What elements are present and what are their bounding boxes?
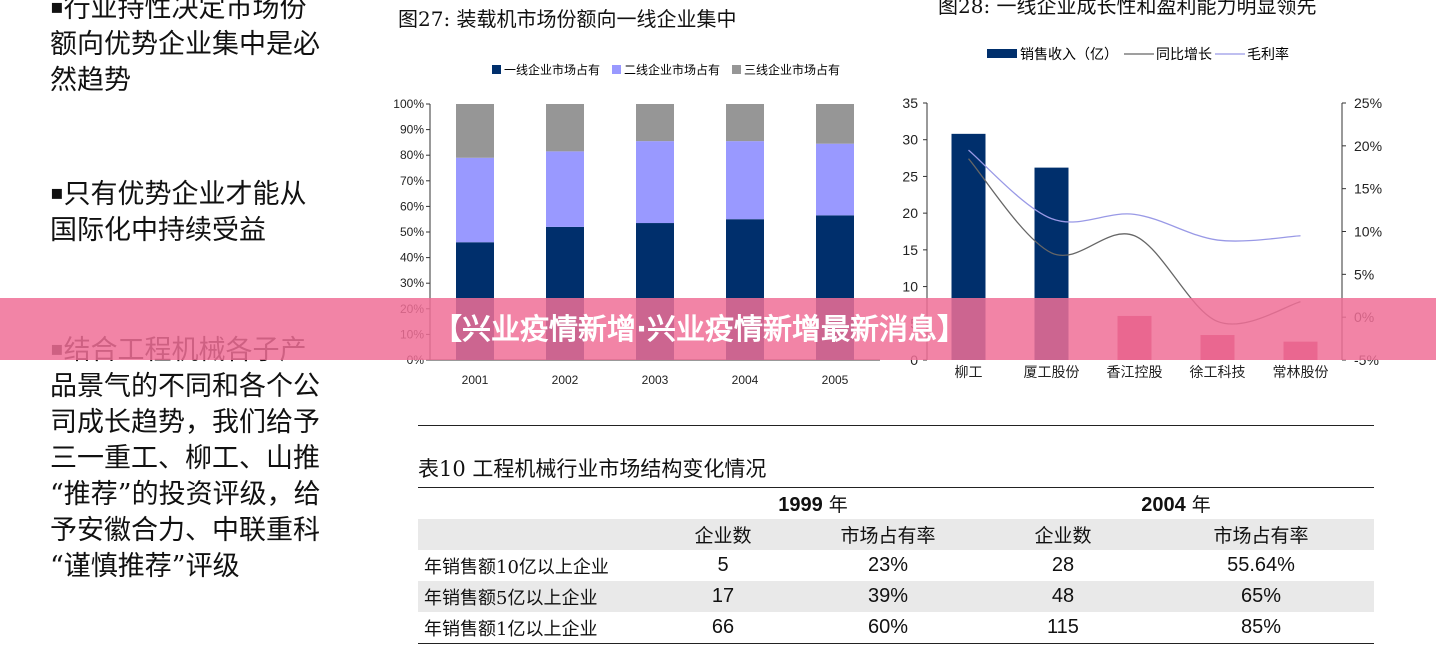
y-left-tick-label: 15 — [902, 242, 918, 258]
chart28-x-axis: 柳工 厦工股份 香江控股 徐工科技 常林股份 — [955, 364, 1329, 381]
col-header: 企业数 — [694, 525, 752, 547]
x-tick-label: 常林股份 — [1273, 365, 1329, 381]
year-1999-header: 1999 年 — [778, 494, 848, 516]
y-right-tick-label: 25% — [1354, 95, 1382, 111]
legend-label-margin: 毛利率 — [1247, 46, 1289, 63]
bullet-3: ▪结合工程机械各子产 品景气的不同和各个公 司成长趋势，我们给予 三一重工、柳工… — [50, 335, 321, 582]
table-top-rule — [418, 425, 1374, 426]
col-header: 市场占有率 — [1213, 525, 1309, 547]
table-column-header-row: 企业数 市场占有率 企业数 市场占有率 — [418, 519, 1374, 550]
bar-segment — [816, 104, 854, 144]
x-tick-label: 2004 — [732, 373, 759, 387]
table-cell: 23% — [867, 554, 909, 576]
y-left-tick-label: 30 — [902, 132, 918, 148]
figure27-title: 图27: 装载机市场份额向一线企业集中 — [398, 7, 737, 31]
y-left-tick-label: 25 — [902, 168, 918, 184]
y-left-tick-label: 0 — [910, 352, 918, 368]
y-tick-label: 70% — [400, 174, 424, 188]
legend-label-tier1: 一线企业市场占有 — [504, 62, 600, 77]
table-cell: 60% — [867, 616, 909, 638]
y-tick-label: 50% — [400, 225, 424, 239]
bar-segment — [546, 151, 584, 227]
legend-swatch-tier3 — [732, 65, 741, 74]
market-structure-table: 1999 年 2004 年 企业数 市场占有率 企业数 市场占有率 年销售额10… — [418, 487, 1374, 644]
market-share-stacked-bar-chart: 一线企业市场占有 二线企业市场占有 三线企业市场占有 0%10%20%30%40… — [393, 62, 880, 387]
y-tick-label: 60% — [400, 199, 424, 213]
news-banner[interactable]: 【兴业疫情新增·兴业疫情新增最新消息】 — [0, 298, 1436, 360]
y-tick-label: 40% — [400, 251, 424, 265]
bar-segment — [816, 143, 854, 216]
y-tick-label: 100% — [393, 97, 424, 111]
table-cell: 55.64% — [1227, 554, 1295, 576]
chart27-x-axis: 2001 2002 2003 2004 2005 — [462, 373, 849, 387]
bar-segment — [456, 157, 494, 243]
table-cell: 85% — [1240, 616, 1282, 638]
table-year-row: 1999 年 2004 年 — [418, 487, 1374, 520]
table-cell: 66 — [711, 616, 735, 638]
col-header: 企业数 — [1034, 525, 1092, 547]
y-right-tick-label: 10% — [1354, 224, 1382, 240]
y-right-tick-label: 5% — [1354, 266, 1374, 282]
table-cell: 115 — [1047, 616, 1079, 638]
y-left-tick-label: 10 — [902, 279, 918, 295]
y-right-tick-label: 15% — [1354, 181, 1382, 197]
row-label: 年销售额5亿以上企业 — [424, 587, 598, 609]
bar-segment — [726, 104, 764, 142]
bullet-1: ▪行业持性决定市场份 额向优势企业集中是必 然趋势 — [50, 0, 320, 96]
x-tick-label: 柳工 — [955, 364, 983, 381]
x-tick-label: 徐工科技 — [1190, 365, 1246, 381]
legend-label-tier2: 二线企业市场占有 — [624, 62, 720, 77]
legend-label-tier3: 三线企业市场占有 — [744, 62, 840, 77]
y-tick-label: 80% — [400, 148, 424, 162]
y-right-tick-label: 20% — [1354, 138, 1382, 154]
figure28-title: 图28: 一线企业成长性和盈利能力明显领先 — [938, 0, 1317, 18]
bar-segment — [636, 104, 674, 142]
year-2004-header: 2004 年 — [1141, 494, 1211, 516]
table-cell: 48 — [1051, 585, 1075, 607]
chart27-legend: 一线企业市场占有 二线企业市场占有 三线企业市场占有 — [492, 62, 840, 77]
table-row: 年销售额10亿以上企业 5 23% 28 55.64% — [418, 550, 1374, 581]
bar-segment — [456, 104, 494, 158]
table-cell: 28 — [1051, 554, 1075, 576]
x-tick-label: 2003 — [642, 373, 669, 387]
col-header: 市场占有率 — [840, 525, 936, 547]
x-tick-label: 2001 — [462, 373, 489, 387]
x-tick-label: 2002 — [552, 373, 579, 387]
x-tick-label: 厦工股份 — [1024, 365, 1080, 381]
legend-swatch-revenue — [987, 49, 1017, 58]
bullet-2: ▪只有优势企业才能从 国际化中持续受益 — [50, 179, 307, 246]
bar-segment — [636, 141, 674, 224]
legend-swatch-tier1 — [492, 65, 501, 74]
table-cell: 65% — [1240, 585, 1282, 607]
table-cell: 5 — [717, 554, 729, 576]
bar-segment — [726, 141, 764, 220]
y-tick-label: 90% — [400, 123, 424, 137]
chart28-legend: 销售收入（亿） 同比增长 毛利率 — [987, 46, 1289, 63]
y-left-tick-label: 20 — [902, 205, 918, 221]
legend-label-growth: 同比增长 — [1156, 47, 1212, 63]
row-label: 年销售额10亿以上企业 — [424, 556, 609, 578]
y-left-tick-label: 35 — [902, 95, 918, 111]
table-row: 年销售额5亿以上企业 17 39% 48 65% — [418, 581, 1374, 612]
row-label: 年销售额1亿以上企业 — [424, 618, 598, 640]
table-row: 年销售额1亿以上企业 66 60% 115 85% — [418, 612, 1374, 644]
legend-swatch-tier2 — [612, 65, 621, 74]
margin-line — [968, 149, 1301, 242]
x-tick-label: 2005 — [822, 373, 849, 387]
bar-segment — [546, 104, 584, 152]
table-cell: 17 — [711, 585, 735, 607]
table10-title: 表10 工程机械行业市场结构变化情况 — [418, 457, 767, 481]
table-cell: 39% — [867, 585, 909, 607]
y-tick-label: 30% — [400, 276, 424, 290]
legend-label-revenue: 销售收入（亿） — [1020, 47, 1118, 63]
x-tick-label: 香江控股 — [1107, 365, 1163, 381]
